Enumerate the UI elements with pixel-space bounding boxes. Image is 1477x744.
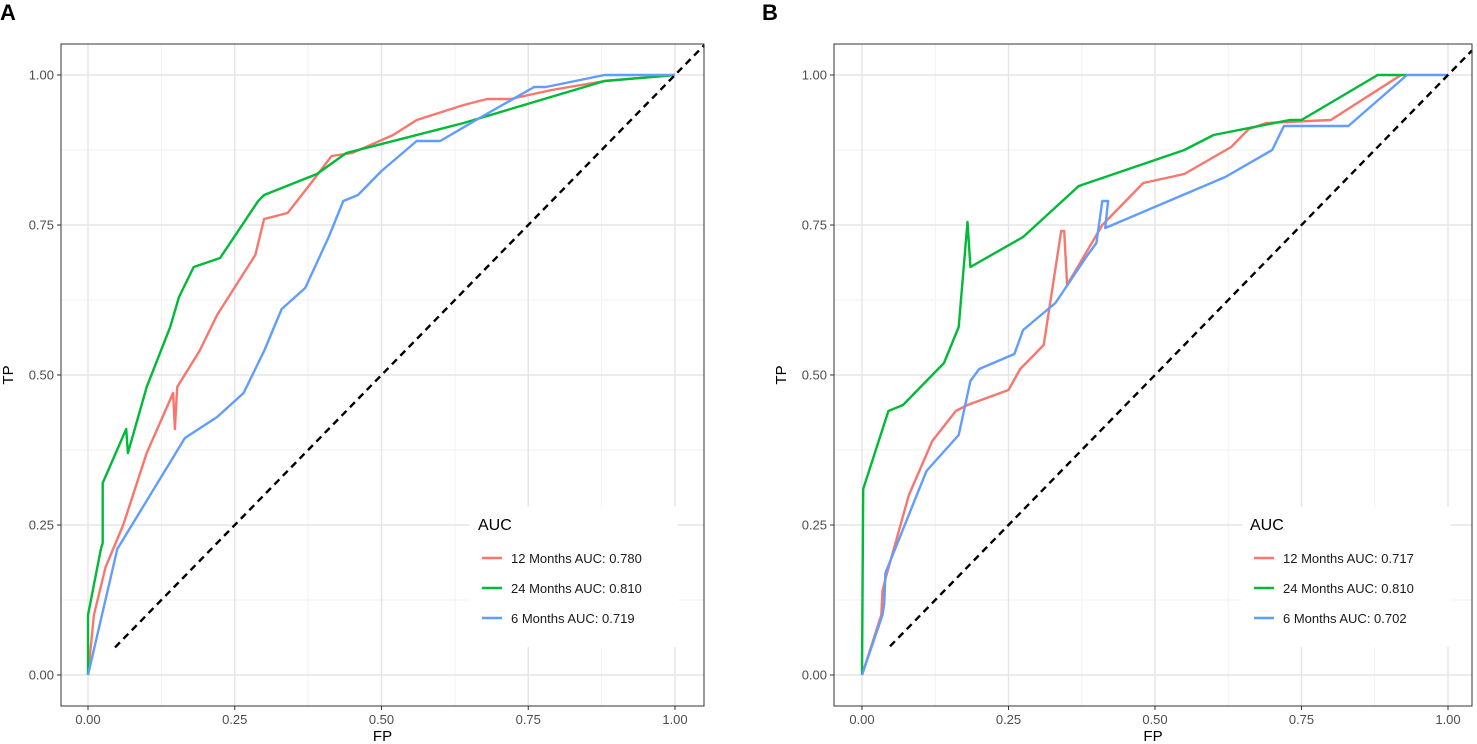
x-tick-label: 0.25 <box>996 712 1021 727</box>
panel-label: B <box>762 0 778 25</box>
x-tick-label: 0.50 <box>369 712 394 727</box>
y-axis-label: TP <box>0 365 17 384</box>
reference-diagonal-line <box>889 49 1473 648</box>
x-tick-label: 0.75 <box>516 712 541 727</box>
roc-curve-series-3 <box>860 73 1448 676</box>
y-tick-label: 0.00 <box>29 668 54 683</box>
y-tick-label: 0.00 <box>802 668 827 683</box>
y-axis-label: TP <box>773 365 790 384</box>
y-tick-label: 0.75 <box>29 218 54 233</box>
x-tick-label: 1.00 <box>1435 712 1460 727</box>
roc-curve-series-3 <box>86 73 675 676</box>
y-tick-label: 0.50 <box>802 368 827 383</box>
legend-item-label: 6 Months AUC: 0.719 <box>511 611 635 626</box>
x-axis-label: FP <box>373 728 392 744</box>
legend-item-label: 24 Months AUC: 0.810 <box>1283 581 1414 596</box>
legend-item-label: 12 Months AUC: 0.717 <box>1283 551 1414 566</box>
roc-curve-series-1 <box>86 73 676 676</box>
panel-a: A 0.00 0.25 0.50 0.75 1.00 0.00 0.25 0.50 0.75 1… <box>0 0 705 744</box>
y-tick-label: 0.25 <box>802 518 827 533</box>
reference-diagonal-line <box>114 44 705 649</box>
x-tick-label: 0.50 <box>1142 712 1167 727</box>
legend-item-label: 6 Months AUC: 0.702 <box>1283 611 1407 626</box>
y-tick-label: 0.25 <box>29 518 54 533</box>
roc-curve-series-1 <box>860 73 1402 676</box>
x-tick-label: 0.00 <box>75 712 100 727</box>
x-tick-label: 0.75 <box>1289 712 1314 727</box>
x-tick-label: 0.25 <box>222 712 247 727</box>
y-tick-label: 0.75 <box>802 218 827 233</box>
roc-curve-series-2 <box>86 73 676 675</box>
x-axis-label: FP <box>1143 728 1162 744</box>
legend-item-label: 12 Months AUC: 0.780 <box>511 551 642 566</box>
legend-item-label: 24 Months AUC: 0.810 <box>511 581 642 596</box>
legend: AUC 12 Months AUC: 0.717 24 Months AUC: 0… <box>1242 507 1450 647</box>
legend-title: AUC <box>478 517 512 534</box>
x-tick-label: 0.00 <box>849 712 874 727</box>
legend-title: AUC <box>1250 517 1284 534</box>
y-tick-label: 1.00 <box>802 68 827 83</box>
y-tick-label: 0.50 <box>29 368 54 383</box>
panel-b: B 0.00 0.25 0.50 0.75 1.00 0.00 0.25 0.50 0.75 1… <box>762 0 1473 744</box>
y-tick-label: 1.00 <box>29 68 54 83</box>
legend: AUC 12 Months AUC: 0.780 24 Months AUC: 0… <box>470 507 678 647</box>
x-tick-label: 1.00 <box>662 712 687 727</box>
roc-curve-series-2 <box>860 73 1407 676</box>
panel-label: A <box>0 0 16 25</box>
